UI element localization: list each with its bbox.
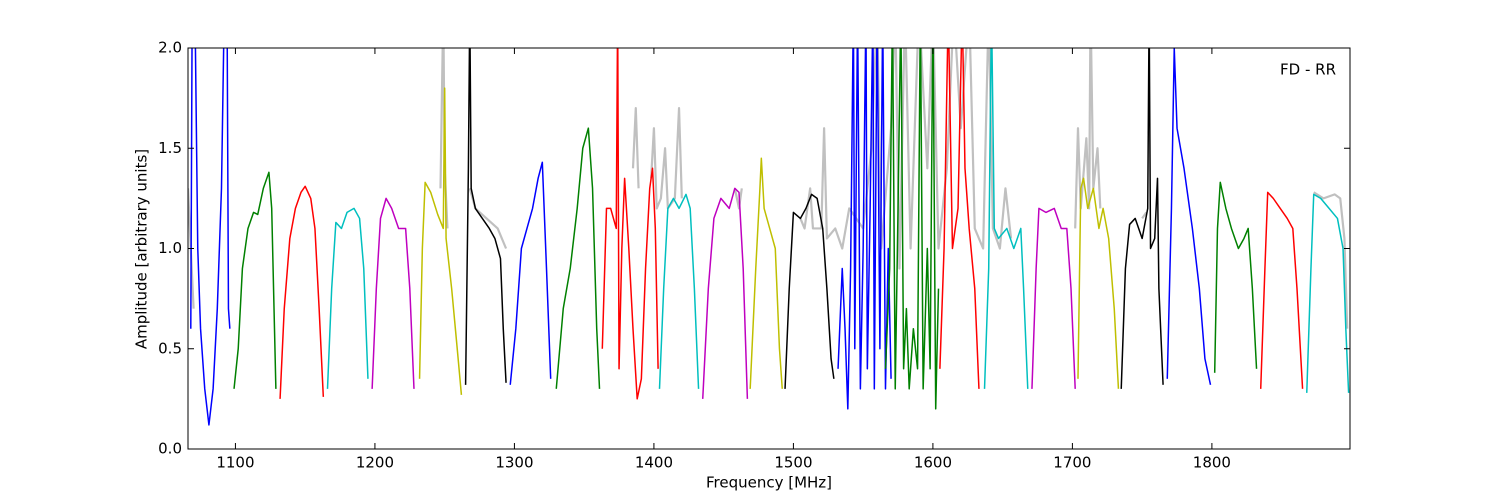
- series-line: [1166, 48, 1212, 385]
- series-line: [279, 185, 325, 399]
- series-line: [939, 48, 980, 389]
- series-line: [326, 207, 369, 389]
- y-axis-label: Amplitude [arbitrary units]: [133, 149, 151, 349]
- series-line: [749, 157, 783, 389]
- series-line: [1259, 191, 1304, 389]
- series-line: [884, 48, 940, 410]
- y-tick-label: 0.0: [158, 440, 182, 458]
- series-line: [784, 193, 835, 389]
- series-line: [1306, 193, 1350, 393]
- x-axis-label: Frequency [MHz]: [706, 474, 832, 492]
- x-tick-label: 1100: [216, 454, 254, 472]
- y-tick-label: 2.0: [158, 39, 182, 57]
- series-line: [464, 48, 507, 385]
- series-line: [1213, 181, 1258, 373]
- x-tick-label: 1600: [914, 454, 952, 472]
- y-tick-label: 0.5: [158, 339, 182, 357]
- annotation: FD - RR: [1280, 61, 1336, 79]
- x-tick-label: 1700: [1053, 454, 1091, 472]
- series-line: [418, 87, 463, 395]
- series-line: [1031, 207, 1076, 389]
- y-tick-label: 1.0: [158, 239, 182, 257]
- series-line: [555, 127, 601, 389]
- x-tick-label: 1800: [1193, 454, 1231, 472]
- series-line: [837, 48, 892, 410]
- x-tick-label: 1200: [356, 454, 394, 472]
- series-line: [658, 193, 700, 389]
- series-line: [983, 48, 1029, 389]
- series-line: [371, 197, 415, 389]
- series-line: [601, 48, 659, 400]
- plot-area: [188, 48, 1350, 426]
- x-tick-label: 1400: [635, 454, 673, 472]
- x-tick-label: 1500: [774, 454, 812, 472]
- y-tick-label: 1.5: [158, 139, 182, 157]
- x-tick-label: 1300: [495, 454, 533, 472]
- series-line: [233, 171, 277, 389]
- series-line: [1077, 177, 1120, 389]
- series-line: [190, 48, 231, 426]
- series-line: [509, 161, 552, 385]
- series-line: [701, 187, 749, 399]
- series-line: [1120, 48, 1164, 389]
